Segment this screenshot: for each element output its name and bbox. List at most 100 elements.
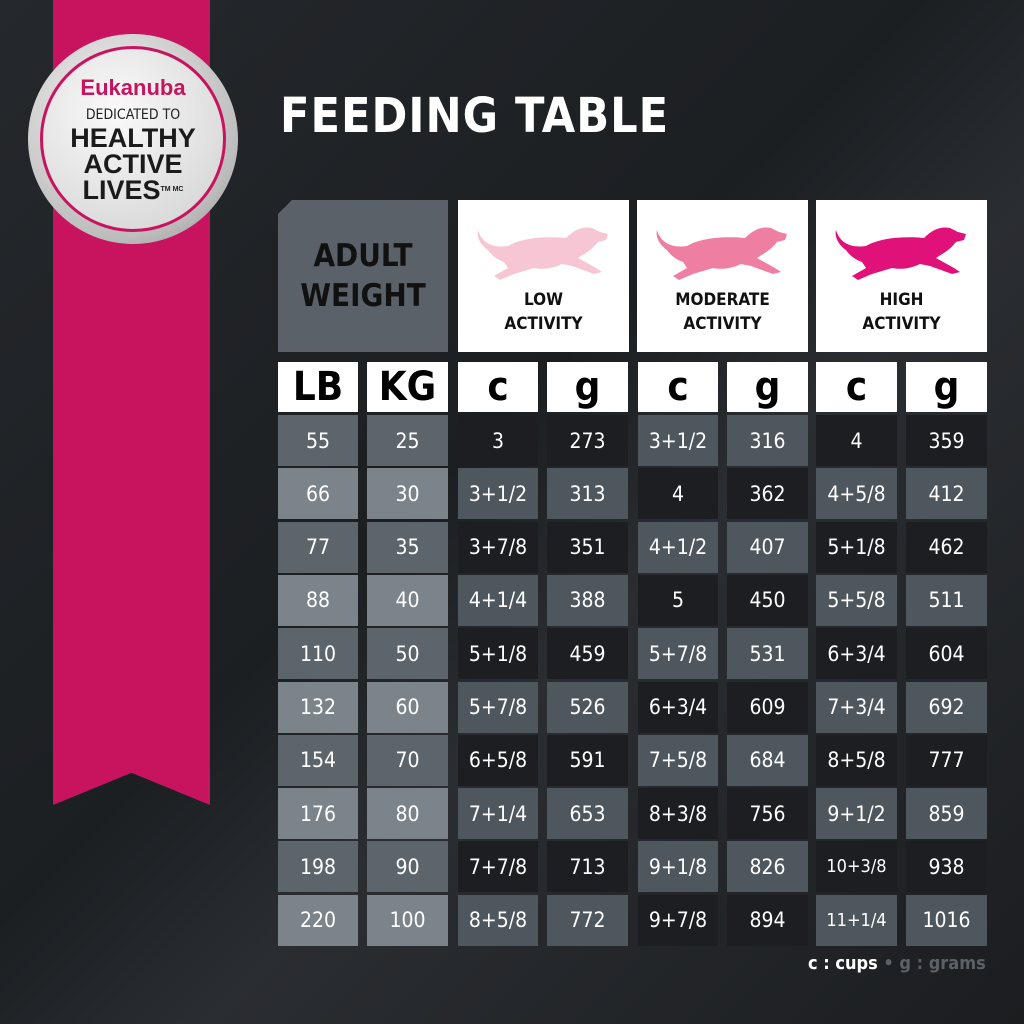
table-cell: 154: [278, 734, 358, 786]
table-cell: 351: [547, 521, 628, 573]
table-cell: 66: [278, 468, 358, 520]
table-cell: 9+7/8: [638, 894, 718, 946]
table-cell: 5+7/8: [638, 628, 718, 680]
unit-header-lb: LB: [278, 362, 358, 412]
weight-header-line1: ADULT: [313, 238, 413, 274]
table-cell: 7+3/4: [816, 681, 897, 733]
badge-lives: LIVES: [82, 175, 161, 205]
table-cell: 5+7/8: [458, 681, 538, 733]
table-cell: 50: [367, 628, 448, 680]
activity-level: HIGH: [879, 290, 924, 310]
table-cell: 40: [367, 574, 448, 626]
table-cell: 70: [367, 734, 448, 786]
table-cell: 132: [278, 681, 358, 733]
legend: c : cups • g : grams: [808, 953, 986, 974]
brand-logo: Eukanuba: [80, 75, 186, 100]
table-cell: 5+1/8: [458, 628, 538, 680]
running-dog-icon: [477, 227, 608, 280]
table-cell: 713: [547, 841, 628, 893]
table-cell: 6+3/4: [816, 628, 897, 680]
table-cell: 604: [906, 628, 987, 680]
table-cell: 4+5/8: [816, 468, 897, 520]
brand-badge: Eukanuba DEDICATED TO HEALTHY ACTIVE LIV…: [28, 34, 238, 244]
table-cell: 412: [906, 468, 987, 520]
activity-level: MODERATE: [675, 290, 770, 310]
adult-weight-header: ADULT WEIGHT: [278, 200, 448, 352]
table-cell: 35: [367, 521, 448, 573]
table-cell: 5: [638, 574, 718, 626]
trademark: TM MC: [160, 186, 184, 193]
table-cell: 609: [727, 681, 808, 733]
table-cell: 591: [547, 734, 628, 786]
legend-cups: c : cups: [808, 953, 878, 974]
table-cell: 450: [727, 574, 808, 626]
table-cell: 4+1/4: [458, 574, 538, 626]
unit-header-c: c: [638, 362, 718, 412]
table-cell: 60: [367, 681, 448, 733]
badge-healthy: HEALTHY: [70, 123, 196, 153]
table-cell: 8+3/8: [638, 788, 718, 840]
legend-grams: g : grams: [899, 953, 986, 974]
table-cell: 9+1/2: [816, 788, 897, 840]
table-cell: 90: [367, 841, 448, 893]
weight-header-line2: WEIGHT: [300, 278, 426, 314]
activity-level: LOW: [523, 290, 563, 310]
table-cell: 273: [547, 415, 628, 466]
table-cell: 176: [278, 788, 358, 840]
unit-header-c: c: [816, 362, 897, 412]
table-cell: 55: [278, 415, 358, 466]
badge-tagline: DEDICATED TO: [85, 107, 181, 123]
table-cell: 313: [547, 468, 628, 520]
table-cell: 511: [906, 574, 987, 626]
table-cell: 198: [278, 841, 358, 893]
table-cell: 462: [906, 521, 987, 573]
activity-word: ACTIVITY: [862, 314, 941, 334]
table-cell: 100: [367, 894, 448, 946]
table-cell: 110: [278, 628, 358, 680]
unit-header-kg: KG: [367, 362, 448, 412]
table-cell: 220: [278, 894, 358, 946]
table-cell: 459: [547, 628, 628, 680]
table-cell: 3+1/2: [638, 415, 718, 466]
table-cell: 772: [547, 894, 628, 946]
table-cell: 777: [906, 734, 987, 786]
unit-header-g: g: [727, 362, 808, 412]
table-cell: 5+5/8: [816, 574, 897, 626]
table-cell: 3: [458, 415, 538, 466]
page-title: FEEDING TABLE: [280, 88, 670, 144]
table-cell: 531: [727, 628, 808, 680]
table-cell: 359: [906, 415, 987, 466]
table-cell: 6+5/8: [458, 734, 538, 786]
table-cell: 653: [547, 788, 628, 840]
table-cell: 7+7/8: [458, 841, 538, 893]
unit-header-c: c: [458, 362, 538, 412]
table-cell: 4: [816, 415, 897, 466]
table-cell: 4+1/2: [638, 521, 718, 573]
activity-word: ACTIVITY: [504, 314, 583, 334]
activity-header-moderate: MODERATE ACTIVITY: [637, 200, 808, 352]
running-dog-icon: [656, 227, 787, 280]
table-cell: 407: [727, 521, 808, 573]
table-cell: 4: [638, 468, 718, 520]
table-cell: 859: [906, 788, 987, 840]
table-cell: 692: [906, 681, 987, 733]
table-cell: 10+3/8: [816, 841, 897, 893]
running-dog-icon: [835, 227, 966, 280]
table-cell: 684: [727, 734, 808, 786]
table-cell: 3+1/2: [458, 468, 538, 520]
table-cell: 6+3/4: [638, 681, 718, 733]
table-cell: 25: [367, 415, 448, 466]
table-cell: 8+5/8: [816, 734, 897, 786]
table-cell: 316: [727, 415, 808, 466]
table-cell: 88: [278, 574, 358, 626]
table-cell: 3+7/8: [458, 521, 538, 573]
table-cell: 526: [547, 681, 628, 733]
table-cell: 1016: [906, 894, 987, 946]
table-cell: 30: [367, 468, 448, 520]
table-cell: 826: [727, 841, 808, 893]
table-cell: 11+1/4: [816, 894, 897, 946]
table-cell: 388: [547, 574, 628, 626]
table-cell: 938: [906, 841, 987, 893]
table-cell: 77: [278, 521, 358, 573]
activity-header-low: LOW ACTIVITY: [458, 200, 629, 352]
